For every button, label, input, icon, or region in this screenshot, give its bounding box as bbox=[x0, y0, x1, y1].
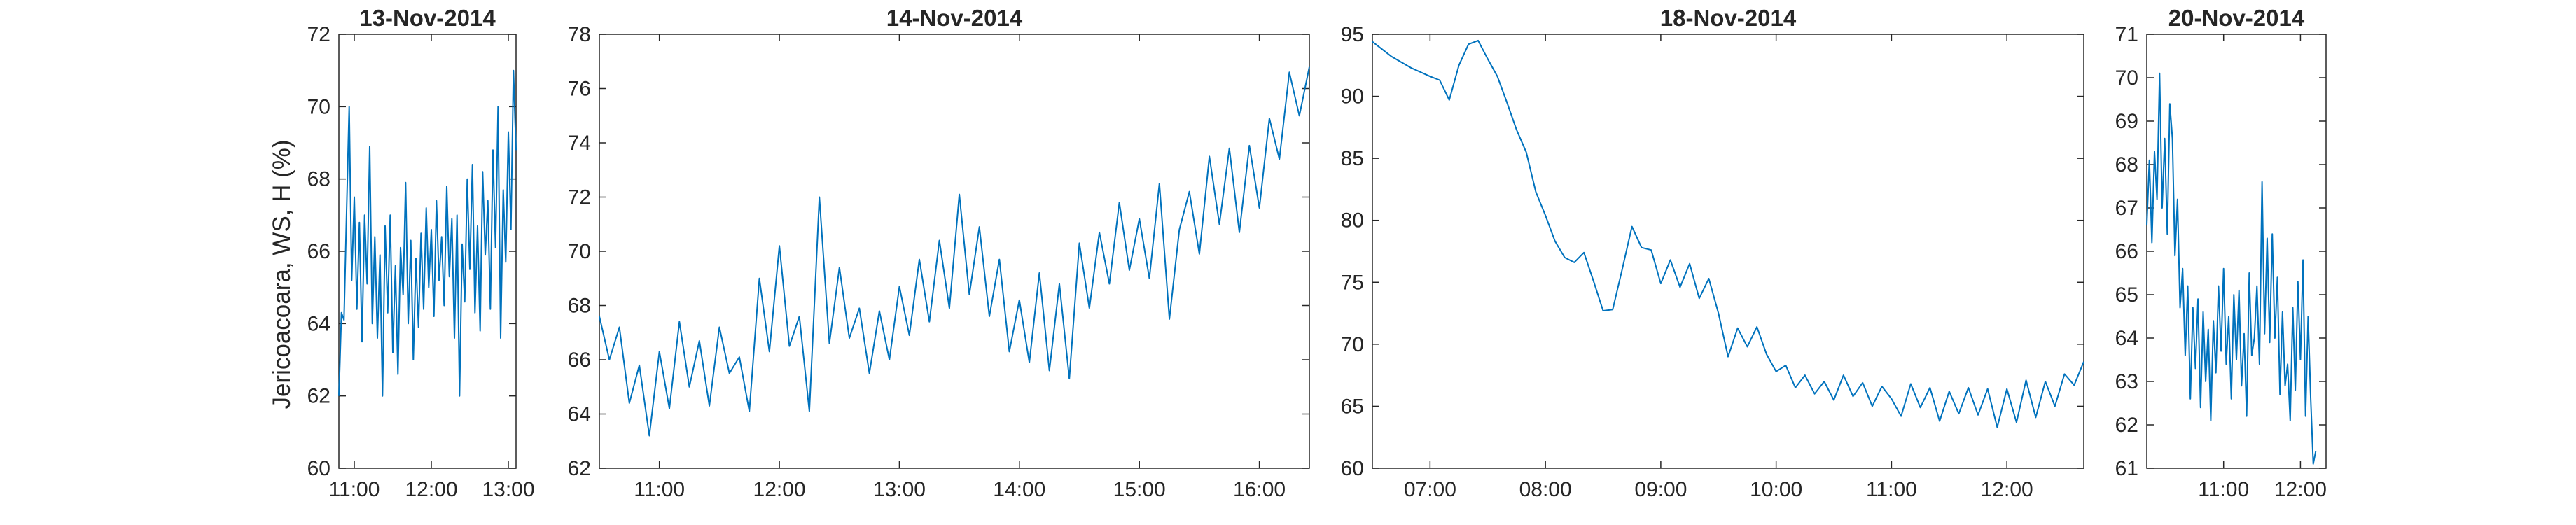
y-tick-label: 62 bbox=[568, 457, 591, 480]
y-tick-label: 65 bbox=[1341, 395, 1364, 418]
y-tick-label: 72 bbox=[307, 23, 330, 46]
subplot-1: 60 62 64 66 68 70 72 11:00 12:00 13:00 13-Nov-2014 bbox=[307, 5, 535, 501]
y-tick-label: 63 bbox=[2115, 370, 2138, 393]
y-tick-label: 66 bbox=[2115, 240, 2138, 263]
y-tick-label: 68 bbox=[307, 168, 330, 191]
series-line bbox=[1372, 39, 2084, 428]
axes-box bbox=[1372, 34, 2084, 469]
y-tick-label: 68 bbox=[2115, 153, 2138, 176]
x-tick-label: 15:00 bbox=[1113, 478, 1166, 501]
subplot-2: 62 64 66 68 70 72 74 76 78 11:00 12:00 13:00 14:00 15… bbox=[568, 5, 1310, 501]
subplot-4: 61 62 63 64 65 66 67 68 69 70 71 11:00 12:00 20-Nov-2… bbox=[2115, 5, 2327, 501]
x-tick-label: 11:00 bbox=[2198, 478, 2249, 501]
subplot-title: 20-Nov-2014 bbox=[2168, 5, 2305, 31]
x-tick-label: 12:00 bbox=[1981, 478, 2033, 501]
y-tick-label: 60 bbox=[1341, 457, 1364, 480]
series-line bbox=[338, 69, 517, 397]
y-tick-label: 62 bbox=[307, 385, 330, 408]
subplot-3: 60 65 70 75 80 85 90 95 07:00 08:00 09:00 10:00 11:0… bbox=[1341, 5, 2084, 501]
y-tick-label: 64 bbox=[2115, 327, 2138, 350]
y-tick-label: 69 bbox=[2115, 110, 2138, 133]
x-tick-label: 09:00 bbox=[1634, 478, 1687, 501]
y-tick-label: 76 bbox=[568, 78, 591, 101]
y-tick-label: 67 bbox=[2115, 197, 2138, 220]
series-line bbox=[2146, 72, 2317, 465]
x-tick-label: 10:00 bbox=[1750, 478, 1802, 501]
y-tick-label: 72 bbox=[568, 186, 591, 209]
y-tick-label: 74 bbox=[568, 132, 591, 155]
y-tick-label: 66 bbox=[307, 240, 330, 263]
y-tick-label: 61 bbox=[2115, 457, 2138, 480]
axes-box bbox=[2146, 34, 2327, 469]
x-tick-label: 07:00 bbox=[1404, 478, 1456, 501]
x-tick-label: 12:00 bbox=[753, 478, 806, 501]
y-tick-label: 78 bbox=[568, 23, 591, 46]
y-tick-label: 90 bbox=[1341, 85, 1364, 108]
x-tick-label: 13:00 bbox=[873, 478, 926, 501]
y-tick-label: 60 bbox=[307, 457, 330, 480]
y-tick-label: 65 bbox=[2115, 284, 2138, 307]
x-tick-label: 14:00 bbox=[993, 478, 1045, 501]
y-tick-label: 64 bbox=[307, 312, 330, 335]
shared-y-axis-label: Jericoacoara, WS, H (%) bbox=[268, 139, 295, 409]
y-tick-label: 62 bbox=[2115, 414, 2138, 437]
y-tick-label: 70 bbox=[1341, 333, 1364, 356]
subplot-title: 18-Nov-2014 bbox=[1660, 5, 1797, 31]
x-tick-label: 12:00 bbox=[2274, 478, 2327, 501]
y-tick-label: 70 bbox=[568, 240, 591, 263]
x-tick-label: 13:00 bbox=[482, 478, 534, 501]
y-tick-label: 70 bbox=[2115, 66, 2138, 90]
x-tick-label: 08:00 bbox=[1519, 478, 1572, 501]
y-tick-label: 80 bbox=[1341, 209, 1364, 232]
y-tick-label: 64 bbox=[568, 403, 591, 426]
y-tick-label: 85 bbox=[1341, 147, 1364, 170]
y-tick-label: 66 bbox=[568, 349, 591, 372]
subplot-title: 13-Nov-2014 bbox=[359, 5, 496, 31]
subplot-title: 14-Nov-2014 bbox=[886, 5, 1023, 31]
series-line bbox=[599, 66, 1310, 437]
x-tick-label: 11:00 bbox=[634, 478, 685, 501]
x-tick-label: 11:00 bbox=[329, 478, 380, 501]
x-tick-label: 11:00 bbox=[1866, 478, 1917, 501]
y-tick-label: 71 bbox=[2115, 23, 2138, 46]
y-tick-label: 95 bbox=[1341, 23, 1364, 46]
y-tick-label: 70 bbox=[307, 95, 330, 118]
x-tick-label: 16:00 bbox=[1233, 478, 1286, 501]
y-tick-label: 68 bbox=[568, 295, 591, 318]
x-tick-label: 12:00 bbox=[405, 478, 457, 501]
y-tick-label: 75 bbox=[1341, 271, 1364, 294]
